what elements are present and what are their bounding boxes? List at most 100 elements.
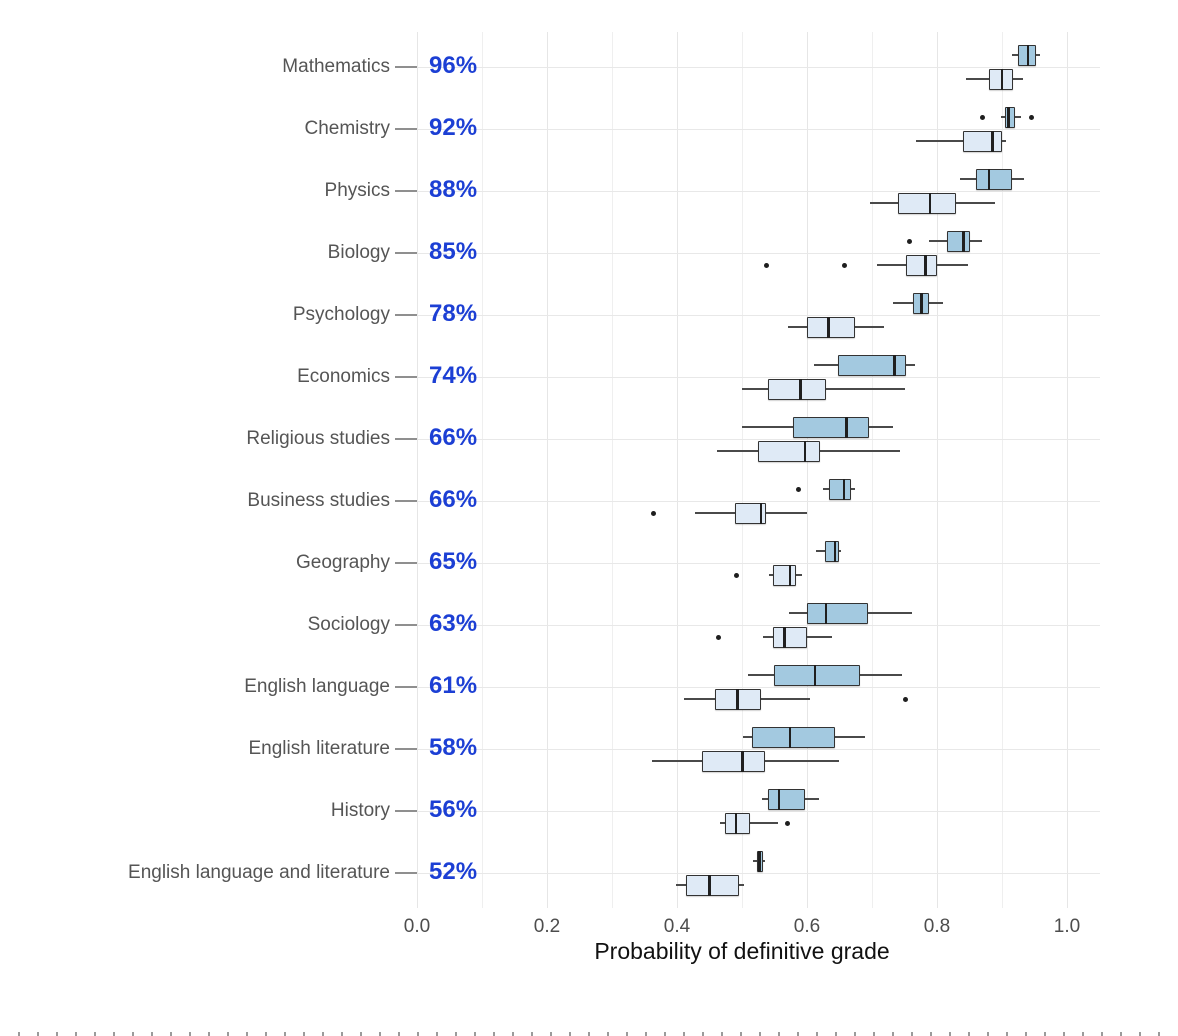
probability-percentage-label: 92% [429,114,478,141]
dark-median-line [845,416,848,438]
subject-label: Mathematics [0,54,417,80]
axis-tick-dash [395,438,417,440]
probability-percentage-label: 61% [429,672,478,699]
light-median-line [708,874,711,896]
light-box [758,440,820,462]
subject-label: English language [0,674,417,700]
subject-label: English language and literature [0,860,417,886]
dark-box [792,416,870,438]
x-tick-label: 0.0 [403,916,431,937]
subject-label: Chemistry [0,116,417,142]
category-gridline [417,873,1100,874]
category-gridline [417,563,1100,564]
subject-label-text: Religious studies [246,428,390,449]
probability-percentage-label: 85% [429,238,478,265]
subject-label: History [0,798,417,824]
probability-percentage-label: 88% [429,176,478,203]
dark-median-line [920,292,923,314]
subject-label-text: Geography [295,552,390,573]
light-median-line [1000,68,1004,90]
subject-label-text: English literature [248,738,390,759]
outlier-dot [1028,114,1034,120]
dark-median-line [1026,44,1030,66]
x-tick-label: 0.2 [533,916,561,937]
dark-box [1004,106,1015,128]
light-box [768,378,826,400]
light-box [807,316,856,338]
probability-percentage-label: 65% [429,548,478,575]
category-gridline [417,687,1100,688]
probability-percentage-label: 74% [429,362,478,389]
subject-label-text: English language and literature [128,862,390,883]
subject-label-text: Psychology [292,304,390,325]
subject-label: Sociology [0,612,417,638]
probability-percentage-label: 66% [429,486,478,513]
category-gridline [417,439,1100,440]
outlier-dot [796,486,802,492]
category-gridline [417,191,1100,192]
subject-label: Business studies [0,488,417,514]
light-median-line [759,502,763,524]
minor-gridline [612,32,613,908]
subject-label-text: Mathematics [282,56,390,77]
dark-median-line [842,478,846,500]
subject-label-text: Business studies [247,490,390,511]
subject-label: Biology [0,240,417,266]
subject-label-text: Biology [327,242,390,263]
category-gridline [417,501,1100,502]
subject-label-text: Sociology [307,614,390,635]
dark-median-line [824,602,828,624]
category-gridline [417,811,1100,812]
x-axis-title: Probability of definitive grade [594,938,890,964]
minor-gridline [742,32,743,908]
subject-label: Physics [0,178,417,204]
dark-median-line [962,230,965,252]
axis-tick-dash [395,500,417,502]
dark-median-line [777,788,781,810]
light-box [701,750,766,772]
light-box [686,874,740,896]
dark-median-line [987,168,991,190]
major-gridline [1067,32,1068,908]
axis-tick-dash [395,872,417,874]
axis-tick-dash [395,376,417,378]
dark-median-line [1007,106,1010,128]
minor-gridline [1002,32,1003,908]
probability-percentage-label: 78% [429,300,478,327]
light-median-line [782,626,786,648]
axis-tick-dash [395,314,417,316]
dark-median-line [758,850,761,872]
x-tick-label: 0.6 [793,916,821,937]
light-box [773,564,796,586]
x-tick-label: 0.8 [923,916,951,937]
dark-box [768,788,806,810]
outlier-dot [651,510,657,516]
plot-panel: 96% 92% 88% 85% 78% 74% 66% 66% 65% 63% 61% 58% 56% 5… [417,32,1100,908]
dark-median-line [788,726,792,748]
light-median-line [734,812,738,834]
major-gridline [937,32,938,908]
light-median-line [803,440,807,462]
axis-tick-dash [395,128,417,130]
dark-box [837,354,906,376]
minor-gridline [872,32,873,908]
dark-box [946,230,971,252]
subject-label: Psychology [0,302,417,328]
category-gridline [417,129,1100,130]
axis-tick-dash [395,562,417,564]
probability-percentage-label: 58% [429,734,478,761]
light-median-line [736,688,739,710]
dark-box [976,168,1013,190]
x-tick-label: 0.4 [663,916,691,937]
category-gridline [417,315,1100,316]
light-median-line [827,316,830,338]
light-median-line [990,130,994,152]
subject-label: English literature [0,736,417,762]
dark-box [773,664,860,686]
probability-percentage-label: 52% [429,858,478,885]
probability-percentage-label: 56% [429,796,478,823]
outlier-dot [733,572,739,578]
category-gridline [417,67,1100,68]
cropped-bottom-marks [18,1032,1162,1036]
subject-label-text: Economics [297,366,390,387]
